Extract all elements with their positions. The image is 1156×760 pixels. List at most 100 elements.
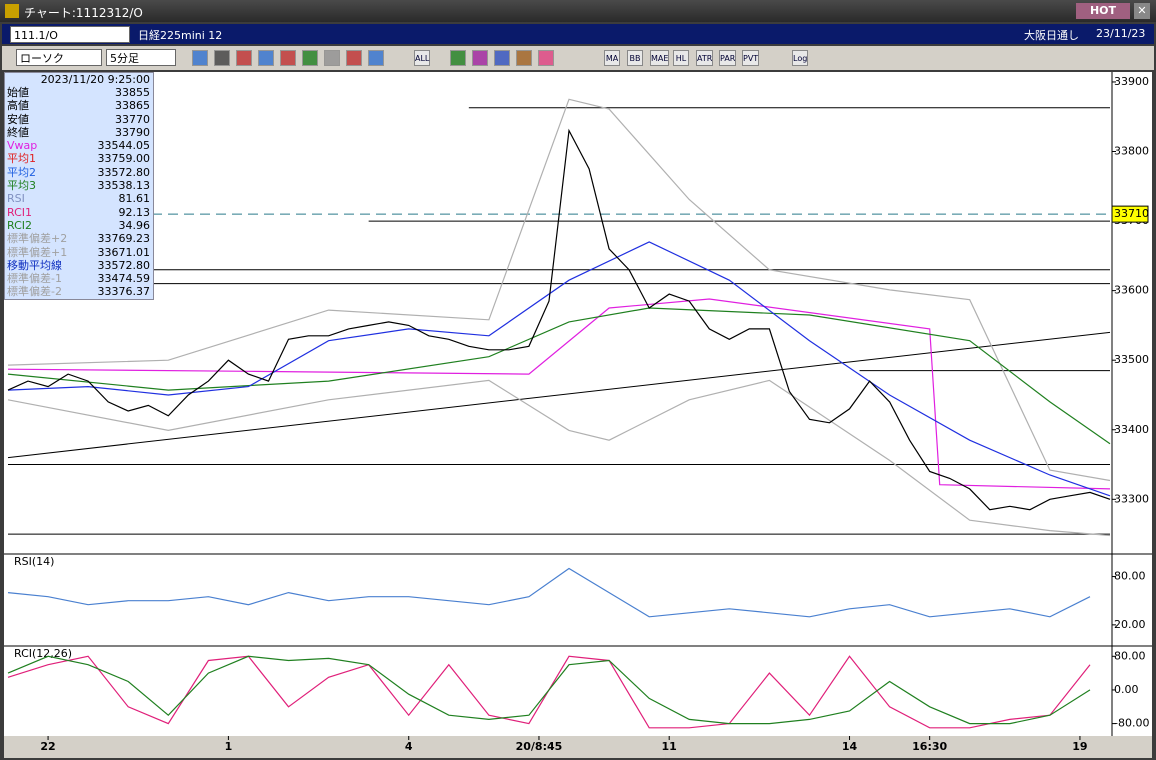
x-axis-band [4, 736, 1152, 758]
market: 大阪日通し [1024, 29, 1079, 42]
info-row: 標準偏差+1 33671.01 [5, 246, 153, 259]
period-select[interactable]: 5分足 [106, 49, 176, 66]
y-tick-label: 33400 [1114, 423, 1149, 436]
info-label: 標準偏差-1 [7, 272, 62, 286]
toolbar-icon[interactable] [258, 50, 274, 66]
current-price-label: 33710 [1114, 207, 1149, 220]
info-row: 終値 33790 [5, 126, 153, 139]
hot-button[interactable]: HOT [1076, 3, 1130, 19]
symbol-bar: 111.1/O 日経225mini 12 大阪日通し 23/11/23 [2, 24, 1154, 44]
toolbar-button[interactable]: ATR [696, 50, 714, 66]
toolbar-button[interactable]: MAE [650, 50, 670, 66]
info-label: 終値 [7, 125, 29, 139]
x-tick-label: 4 [405, 740, 413, 753]
info-value: 92.13 [118, 205, 151, 219]
info-value: 33474.59 [97, 272, 151, 286]
toolbar-button[interactable]: Log [792, 50, 809, 66]
y-tick-label: 33500 [1114, 353, 1149, 366]
series-line [7, 655, 1091, 725]
info-value: 33671.01 [97, 245, 151, 259]
y-tick-label: 0.00 [1114, 683, 1139, 696]
series-line [7, 241, 1111, 497]
info-value: 33769.23 [97, 232, 151, 246]
info-row: RCI1 92.13 [5, 206, 153, 219]
toolbar-icon[interactable] [280, 50, 296, 66]
toolbar-button[interactable]: PVT [742, 50, 760, 66]
info-panel: 2023/11/20 9:25:00 始値 33855 高値 33865 安値 33770… [4, 72, 154, 300]
series-line [7, 98, 1111, 482]
y-tick-label: 20.00 [1114, 618, 1146, 631]
info-label: RCI1 [7, 205, 33, 219]
toolbar-icon[interactable] [302, 50, 318, 66]
x-tick-label: 22 [40, 740, 55, 753]
info-value: 33544.05 [97, 139, 151, 153]
toolbar-icon[interactable] [494, 50, 510, 66]
x-tick-label: 11 [662, 740, 677, 753]
info-label: 始値 [7, 86, 29, 99]
info-value: 33855 [115, 86, 150, 99]
info-row: 平均2 33572.80 [5, 166, 153, 179]
title-bar: チャート:1112312/O HOT ✕ [0, 0, 1156, 22]
info-row: 標準偏差-1 33474.59 [5, 272, 153, 285]
y-tick-label: -80.00 [1114, 717, 1149, 730]
info-value: 81.61 [118, 192, 151, 206]
x-tick-label: 14 [842, 740, 858, 753]
series-line [7, 567, 1091, 618]
info-value: 34.96 [118, 218, 151, 232]
toolbar-icon[interactable] [516, 50, 532, 66]
info-datetime: 2023/11/20 9:25:00 [40, 73, 150, 86]
toolbar-button[interactable]: ALL [414, 50, 431, 66]
toolbar-button[interactable]: MA [604, 50, 620, 66]
x-tick-label: 19 [1072, 740, 1087, 753]
toolbar-icon[interactable] [214, 50, 230, 66]
series-line [7, 298, 1111, 490]
y-tick-label: 33800 [1114, 145, 1149, 158]
toolbar-icon[interactable] [368, 50, 384, 66]
info-row: 高値 33865 [5, 99, 153, 112]
trend-line [7, 331, 1111, 459]
toolbar-button[interactable]: BB [627, 50, 643, 66]
info-value: 33759.00 [97, 152, 151, 166]
toolbar-button[interactable]: HL [673, 50, 689, 66]
info-value: 33790 [115, 125, 150, 139]
x-tick-label: 1 [225, 740, 233, 753]
toolbar-icon[interactable] [192, 50, 208, 66]
y-tick-label: 80.00 [1114, 570, 1146, 583]
toolbar-button[interactable]: PAR [719, 50, 737, 66]
info-value: 33376.37 [97, 285, 151, 299]
info-row: 始値 33855 [5, 86, 153, 99]
info-row: 安値 33770 [5, 113, 153, 126]
toolbar-icon[interactable] [236, 50, 252, 66]
info-label: RSI [7, 192, 25, 206]
symbol-select[interactable]: 111.1/O [10, 26, 130, 43]
close-button[interactable]: ✕ [1134, 3, 1150, 19]
info-value: 33572.80 [97, 165, 151, 179]
panel-title: RSI(14) [14, 555, 54, 568]
info-label: 高値 [7, 99, 29, 113]
chart-type-select[interactable]: ローソク [16, 49, 102, 66]
info-value: 33865 [115, 99, 150, 113]
toolbar-icon[interactable] [472, 50, 488, 66]
info-row: RCI2 34.96 [5, 219, 153, 232]
info-row: 平均1 33759.00 [5, 152, 153, 165]
info-label: 平均2 [7, 165, 36, 179]
info-label: 標準偏差+1 [7, 245, 68, 259]
toolbar-icon[interactable] [450, 50, 466, 66]
y-tick-label: 33900 [1114, 75, 1149, 88]
app-icon [5, 4, 19, 18]
toolbar-icon[interactable] [538, 50, 554, 66]
info-row: 標準偏差+2 33769.23 [5, 232, 153, 245]
date: 23/11/23 [1096, 27, 1146, 40]
info-label: 移動平均線 [7, 258, 62, 272]
info-label: 安値 [7, 112, 29, 126]
info-row: 平均3 33538.13 [5, 179, 153, 192]
toolbar-icon[interactable] [324, 50, 340, 66]
info-row: 移動平均線 33572.80 [5, 259, 153, 272]
info-label: Vwap [7, 139, 38, 153]
plot-background [4, 72, 1152, 736]
info-value: 33770 [115, 112, 150, 126]
info-row: RSI 81.61 [5, 192, 153, 205]
info-label: RCI2 [7, 218, 33, 232]
toolbar-icon[interactable] [346, 50, 362, 66]
